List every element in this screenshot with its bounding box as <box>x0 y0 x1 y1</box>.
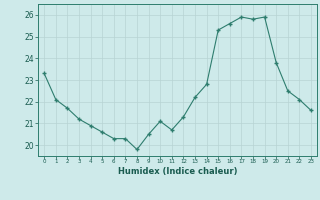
X-axis label: Humidex (Indice chaleur): Humidex (Indice chaleur) <box>118 167 237 176</box>
